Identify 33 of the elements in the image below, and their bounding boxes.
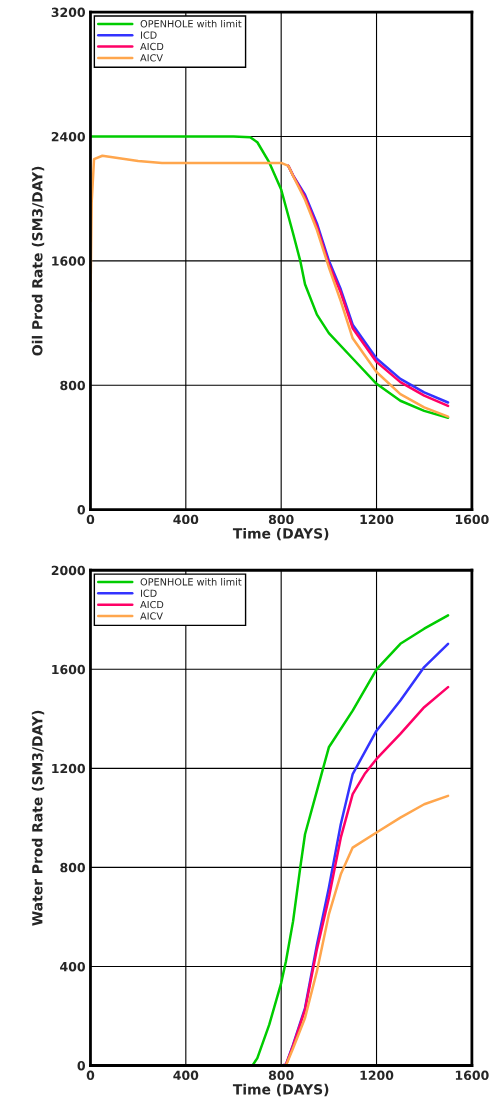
- y-tick-label: 400: [60, 961, 86, 972]
- x-tick-label: 400: [173, 514, 199, 525]
- legend-label: AICV: [140, 54, 163, 62]
- legend-label: ICD: [141, 589, 157, 597]
- x-tick-label: 1600: [455, 1070, 489, 1081]
- y-tick-label: 2400: [51, 131, 86, 142]
- legend-label: OPENHOLE with limit: [140, 578, 242, 586]
- x-axis-title: Time (DAYS): [232, 527, 329, 541]
- x-tick-label: 800: [268, 1070, 294, 1081]
- legend-label: OPENHOLE with limit: [140, 19, 242, 28]
- y-tick-label: 800: [60, 862, 86, 873]
- y-tick-label: 0: [77, 505, 86, 515]
- x-tick-label: 0: [86, 1070, 95, 1081]
- y-tick-label: 3200: [51, 7, 86, 18]
- y-tick-label: 0: [77, 1060, 86, 1071]
- y-axis-title: Oil Prod Rate (SM3/DAY): [31, 166, 45, 356]
- x-tick-label: 0: [86, 514, 95, 525]
- y-tick-label: 1600: [52, 664, 86, 675]
- y-axis-title: Water Prod Rate (SM3/DAY): [31, 710, 45, 926]
- legend-label: AICD: [140, 600, 164, 609]
- x-tick-label: 1200: [360, 514, 394, 525]
- y-tick-label: 800: [60, 380, 86, 391]
- y-tick-label: 1200: [52, 763, 86, 774]
- y-tick-label: 2000: [51, 565, 86, 576]
- legend-label: ICD: [141, 31, 157, 39]
- legend-label: AICV: [140, 612, 163, 620]
- x-tick-label: 400: [173, 1070, 199, 1081]
- x-tick-label: 1600: [455, 514, 489, 525]
- legend-label: AICD: [140, 42, 164, 51]
- x-tick-label: 1200: [360, 1070, 394, 1081]
- x-tick-label: 800: [268, 514, 294, 525]
- y-tick-label: 1600: [52, 256, 86, 266]
- x-axis-title: Time (DAYS): [232, 1083, 329, 1097]
